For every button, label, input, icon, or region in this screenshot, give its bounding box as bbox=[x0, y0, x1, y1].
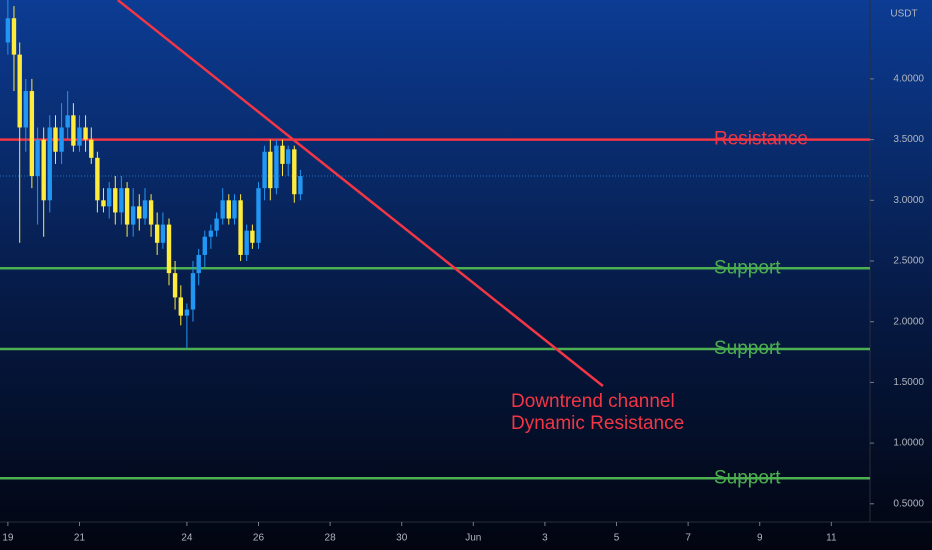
trendline-label: Dynamic Resistance bbox=[511, 413, 684, 434]
level-label: Support bbox=[714, 257, 781, 278]
candle-body bbox=[268, 151, 273, 189]
candle-body bbox=[83, 127, 88, 140]
trendline bbox=[117, 0, 604, 388]
candle-body bbox=[137, 206, 142, 219]
candle-body bbox=[113, 188, 118, 213]
candle-body bbox=[142, 200, 148, 219]
candle-body bbox=[101, 200, 106, 207]
candle-body bbox=[226, 200, 231, 219]
x-tick-label: 28 bbox=[325, 533, 337, 544]
candle-body bbox=[238, 200, 243, 255]
candle-body bbox=[89, 139, 94, 158]
x-tick-label: 9 bbox=[757, 533, 763, 544]
candle-body bbox=[47, 127, 52, 201]
candle-body bbox=[298, 176, 303, 195]
candle-body bbox=[214, 218, 219, 231]
candle-body bbox=[119, 188, 124, 213]
x-tick-label: 11 bbox=[826, 533, 837, 544]
x-tick-label: 7 bbox=[685, 533, 691, 544]
y-tick-label: 0.5000 bbox=[893, 498, 924, 509]
candle-body bbox=[250, 230, 255, 243]
candle-body bbox=[5, 18, 11, 43]
trendline-label: Downtrend channel bbox=[511, 391, 675, 412]
y-tick-label: 1.5000 bbox=[893, 377, 924, 388]
candle-body bbox=[29, 91, 35, 177]
x-tick-label: 5 bbox=[614, 533, 620, 544]
candle-body bbox=[196, 254, 201, 274]
x-tick-label: 21 bbox=[74, 533, 86, 544]
candle-body bbox=[17, 54, 22, 128]
x-tick-label: Jun bbox=[465, 533, 481, 544]
level-label: Resistance bbox=[714, 129, 808, 150]
candle-body bbox=[124, 188, 130, 225]
unit-label: USDT bbox=[890, 9, 917, 20]
candle-body bbox=[77, 127, 82, 146]
candle-body bbox=[59, 127, 64, 152]
candle-body bbox=[172, 273, 178, 298]
candle-body bbox=[256, 188, 261, 243]
level-label: Support bbox=[714, 338, 781, 359]
candle-body bbox=[130, 206, 136, 225]
candle-body bbox=[106, 188, 112, 207]
candle-body bbox=[166, 224, 172, 274]
y-tick-label: 2.0000 bbox=[893, 316, 924, 327]
candle-body bbox=[11, 18, 17, 55]
candle-body bbox=[95, 157, 100, 201]
x-tick-label: 3 bbox=[542, 533, 548, 544]
candle-body bbox=[53, 127, 58, 152]
y-tick-label: 4.0000 bbox=[893, 74, 924, 85]
candle-body bbox=[184, 309, 190, 316]
y-tick-label: 1.0000 bbox=[893, 438, 924, 449]
y-tick-label: 3.5000 bbox=[893, 134, 924, 145]
candle-body bbox=[41, 139, 46, 201]
x-tick-label: 24 bbox=[181, 533, 193, 544]
candle-body bbox=[160, 224, 166, 243]
candle-body bbox=[262, 151, 267, 189]
candle-body bbox=[274, 145, 279, 189]
level-label: Support bbox=[714, 467, 781, 488]
candle-body bbox=[154, 224, 160, 243]
candle-body bbox=[220, 200, 225, 219]
candle-body bbox=[292, 149, 297, 195]
candle-body bbox=[208, 230, 214, 237]
candle-body bbox=[202, 236, 207, 255]
x-tick-label: 30 bbox=[396, 533, 408, 544]
candle-body bbox=[148, 200, 154, 225]
candle-body bbox=[65, 115, 70, 128]
candle-body bbox=[286, 149, 291, 164]
y-tick-label: 2.5000 bbox=[893, 256, 924, 267]
candle-body bbox=[35, 139, 40, 177]
candle-body bbox=[280, 145, 285, 164]
candle-body bbox=[178, 297, 184, 316]
candle-body bbox=[190, 273, 196, 310]
x-tick-label: 26 bbox=[253, 533, 265, 544]
candle-body bbox=[23, 91, 28, 128]
candle-body bbox=[71, 115, 76, 146]
x-tick-label: 19 bbox=[2, 533, 14, 544]
candle-body bbox=[232, 200, 237, 219]
candle-body bbox=[244, 230, 249, 255]
y-tick-label: 3.0000 bbox=[893, 195, 924, 206]
